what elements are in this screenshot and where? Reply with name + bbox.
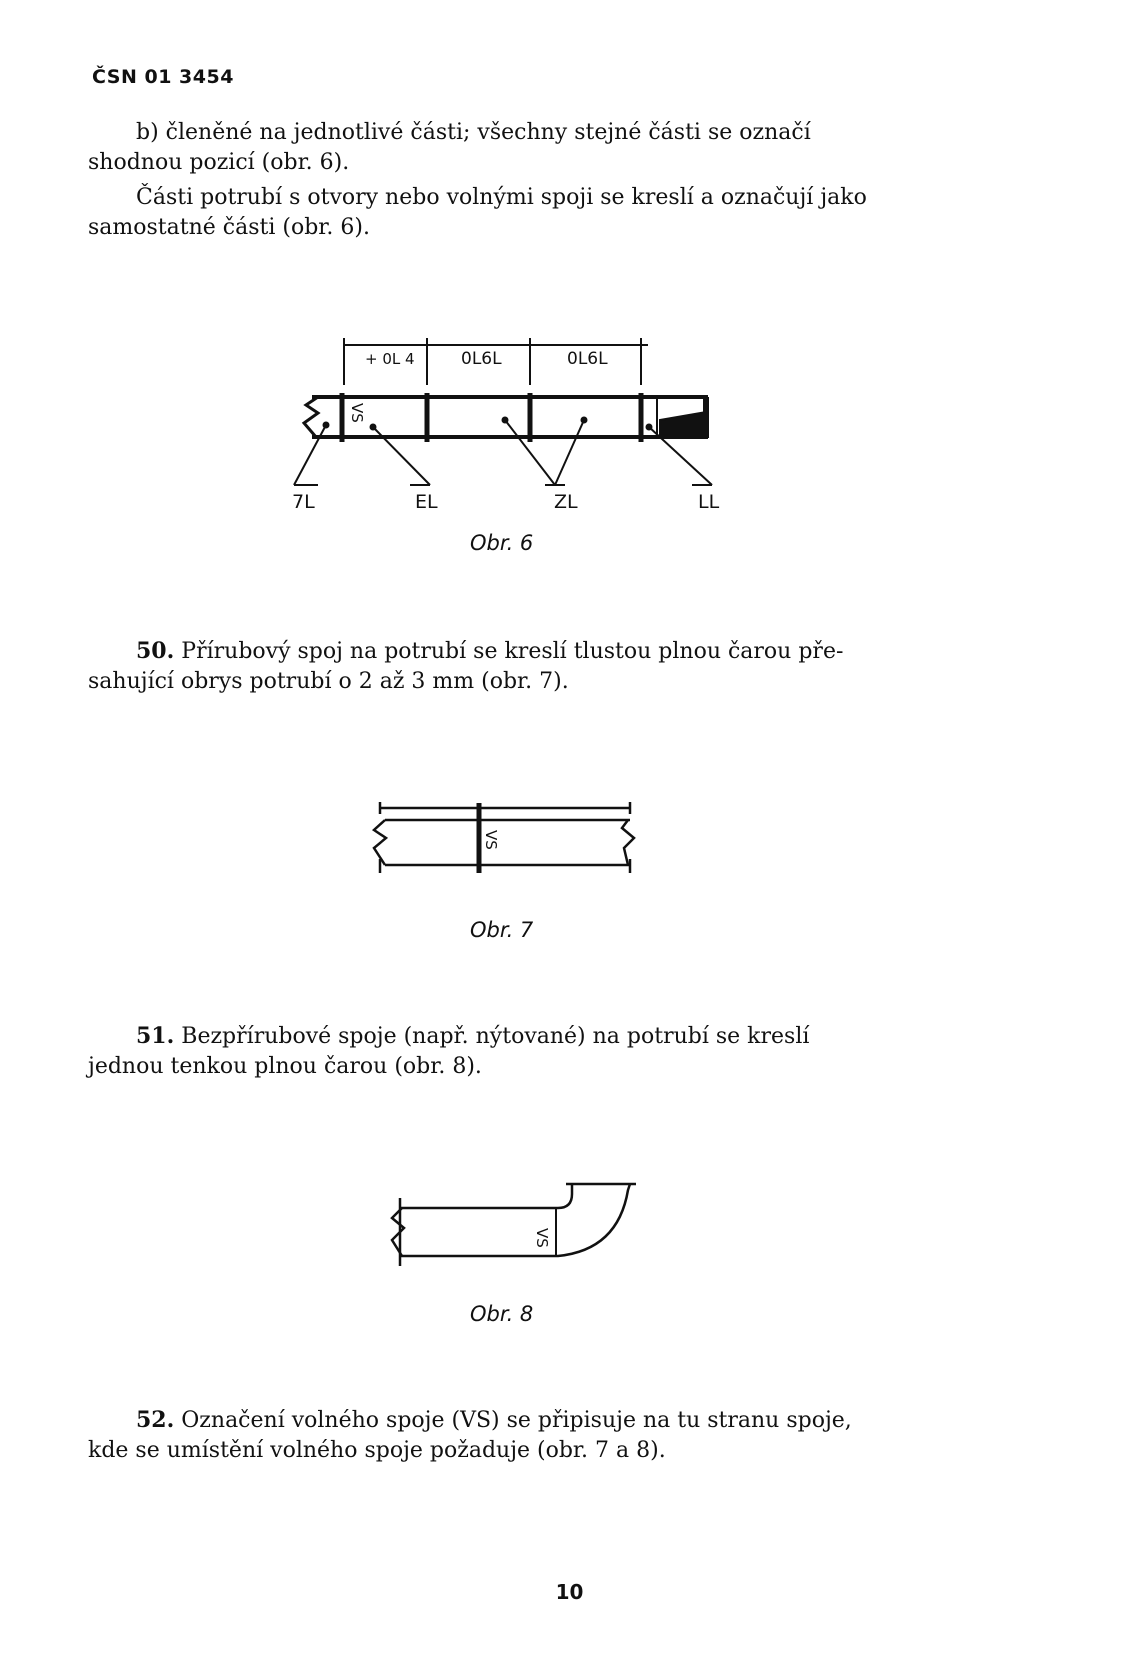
figure-7-caption: Obr. 7 [470,918,534,942]
fig6-position-13: EL [415,491,438,513]
paragraph-parts-line-1: Části potrubí s otvory nebo volnými spoj… [136,185,867,210]
paragraph-51-text: Bezpřírubové spoje (např. nýtované) na p… [174,1024,810,1049]
paragraph-51-line-1: 51. Bezpřírubové spoje (např. nýtované) … [88,1021,978,1052]
fig6-dimension-1: + 0L 4 [365,350,415,368]
fig6-position-11: LL [698,491,720,513]
fig6-vs-label: VS [348,403,366,423]
paragraph-50-line-2: sahující obrys potrubí o 2 až 3 mm (obr.… [88,669,569,694]
fig6-position-14: 7L [292,491,315,513]
paragraph-50-text: Přírubový spoj na potrubí se kreslí tlus… [174,639,844,664]
paragraph-52-line-2: kde se umístění volného spoje požaduje (… [88,1438,666,1463]
paragraph-b-line-2: shodnou pozicí (obr. 6). [88,150,350,175]
fig6-position-12: ZL [554,491,578,513]
paragraph-b-line-1: b) členěné na jednotlivé části; všechny … [136,120,811,145]
paragraph-b: b) členěné na jednotlivé části; všechny … [88,118,978,178]
paragraph-51-line-2: jednou tenkou plnou čarou (obr. 8). [88,1054,482,1079]
paragraph-52-line-1: 52. Označení volného spoje (VS) se připi… [88,1405,978,1436]
paragraph-50: 50. Přírubový spoj na potrubí se kreslí … [88,636,978,697]
paragraph-parts: Části potrubí s otvory nebo volnými spoj… [88,183,978,243]
paragraph-51: 51. Bezpřírubové spoje (např. nýtované) … [88,1021,978,1082]
figure-6-caption: Obr. 6 [470,531,534,555]
paragraph-52-number: 52. [136,1407,175,1433]
fig6-dimension-3: 0L6L [567,349,608,369]
paragraph-51-number: 51. [136,1023,175,1049]
fig8-pipe-bottom [400,1183,632,1258]
fig6-dimension-2: 0L6L [461,349,502,369]
paragraph-52-text: Označení volného spoje (VS) se připisuje… [174,1408,852,1433]
page-number: 10 [555,1580,584,1604]
fig8-pipe-top [400,1184,574,1210]
figure-8-caption: Obr. 8 [470,1302,534,1326]
paragraph-50-number: 50. [136,638,175,664]
document-header: ČSN 01 3454 [92,66,234,88]
fig8-vs-label: VS [533,1228,551,1248]
paragraph-50-line-1: 50. Přírubový spoj na potrubí se kreslí … [88,636,978,667]
fig7-vs-label: VS [482,830,500,850]
paragraph-parts-line-2: samostatné části (obr. 6). [88,215,370,240]
paragraph-52: 52. Označení volného spoje (VS) se připi… [88,1405,978,1466]
